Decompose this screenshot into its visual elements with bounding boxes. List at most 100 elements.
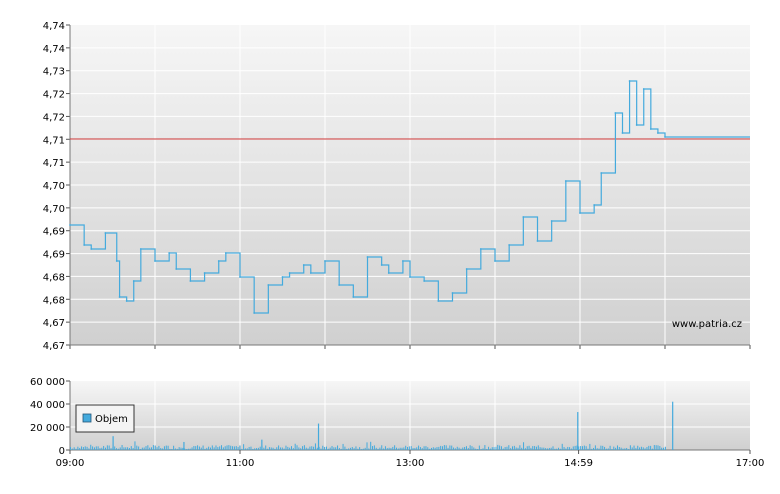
price-data-point (168, 252, 171, 254)
volume-bar (661, 447, 663, 450)
volume-bar (440, 445, 442, 450)
volume-bar (565, 448, 567, 450)
volume-bar (616, 445, 618, 450)
volume-bar (535, 446, 537, 450)
volume-bar (191, 447, 193, 450)
volume-bar (338, 448, 340, 450)
volume-bar (121, 444, 123, 450)
price-y-tick-label: 4,73 (43, 67, 65, 78)
volume-bar (563, 447, 565, 450)
volume-bar (70, 447, 71, 450)
volume-bar (504, 447, 506, 450)
volume-bar (149, 447, 151, 450)
volume-bar (489, 448, 491, 450)
volume-bar (548, 447, 550, 450)
price-data-point (494, 260, 496, 262)
price-data-point (125, 300, 128, 302)
volume-bar (383, 448, 385, 450)
volume-bar (75, 448, 77, 450)
volume-bar (462, 447, 464, 450)
price-y-tick-label: 4,72 (43, 112, 65, 123)
x-tick-label: 14:59 (564, 458, 593, 469)
volume-bar (405, 445, 407, 450)
price-y-tick-label: 4,68 (43, 272, 65, 283)
volume-bar (637, 445, 639, 450)
volume-bar (532, 446, 534, 450)
volume-bar (639, 447, 641, 450)
volume-bar (423, 446, 425, 450)
volume-bar (618, 447, 620, 450)
price-y-tick-label: 4,67 (43, 318, 65, 329)
volume-bar (454, 448, 456, 450)
volume-spike-bar (261, 439, 263, 450)
price-data-point (203, 272, 206, 274)
volume-bar (256, 448, 258, 450)
volume-bar (460, 448, 462, 450)
volume-spike-bar (672, 401, 674, 450)
volume-bar (117, 448, 119, 450)
x-tick-label: 09:00 (56, 458, 85, 469)
price-data-point (366, 256, 369, 258)
volume-bar (206, 447, 208, 450)
price-data-point (154, 260, 156, 262)
volume-bar (154, 445, 156, 450)
volume-bar (589, 443, 591, 450)
volume-bar (499, 445, 501, 450)
price-data-point (139, 248, 142, 250)
volume-bar (585, 446, 587, 450)
volume-bar (453, 447, 455, 450)
volume-bar (480, 449, 482, 450)
price-data-point (621, 132, 624, 134)
legend-swatch (82, 413, 92, 423)
volume-bar (127, 447, 129, 450)
volume-bar (407, 447, 409, 450)
volume-bar (541, 447, 543, 450)
price-data-point (309, 272, 312, 274)
price-y-tick-label: 4,70 (43, 204, 65, 215)
volume-bar (163, 446, 165, 450)
volume-bar (561, 443, 563, 450)
volume-bar (482, 448, 484, 450)
volume-bar (602, 445, 604, 450)
volume-bar (458, 447, 460, 450)
volume-bar (594, 445, 596, 450)
volume-bar (351, 446, 353, 450)
volume-bar (390, 448, 392, 450)
volume-bar (545, 448, 547, 450)
volume-bar (386, 448, 388, 450)
volume-bar (342, 443, 344, 450)
volume-bar (281, 447, 283, 450)
volume-bar (289, 447, 291, 450)
volume-bar (99, 448, 101, 450)
volume-bar (506, 446, 508, 450)
volume-y-tick-label: 0 (59, 446, 65, 457)
volume-bar (539, 447, 541, 450)
volume-bar (370, 441, 372, 450)
volume-bar (152, 445, 154, 450)
volume-bar (515, 447, 517, 450)
price-data-point (664, 136, 666, 138)
volume-bar (322, 445, 324, 450)
volume-bar (246, 448, 248, 450)
volume-bar (132, 447, 134, 450)
volume-bar (276, 447, 278, 450)
volume-bar (653, 445, 655, 450)
volume-bar (384, 446, 386, 450)
price-y-tick-label: 4,74 (43, 44, 65, 55)
volume-bar (574, 445, 576, 450)
volume-bar (604, 446, 606, 450)
volume-bar (373, 445, 375, 450)
volume-bar (429, 448, 431, 450)
volume-bar (445, 445, 447, 450)
volume-bar (221, 445, 223, 450)
price-data-point (302, 264, 305, 266)
x-tick-label: 13:00 (396, 458, 425, 469)
volume-bar (355, 446, 357, 450)
volume-bar (93, 447, 95, 450)
volume-bar (259, 446, 261, 450)
volume-bar (222, 447, 224, 450)
price-data-point (132, 280, 135, 282)
volume-bar (237, 447, 239, 450)
volume-bar (473, 447, 475, 450)
volume-bar (559, 448, 561, 450)
